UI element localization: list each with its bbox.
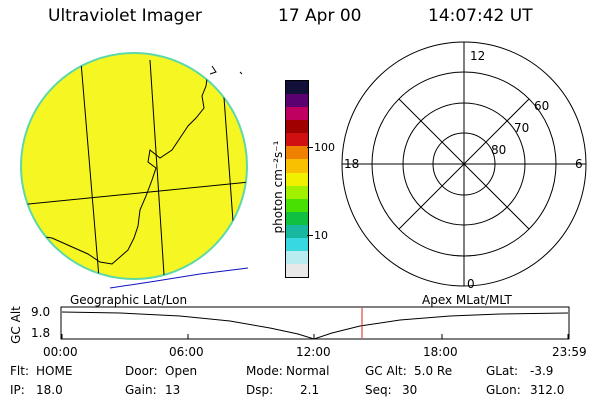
door-value: Open (165, 364, 198, 378)
timeline-left-label: Geographic Lat/Lon (70, 293, 188, 307)
mlat-label-60: 60 (534, 99, 549, 113)
colorbar-segment (286, 133, 308, 147)
gain-label: Gain: (125, 383, 157, 397)
mlt-label-18: 18 (344, 157, 359, 171)
colorbar-label-10: 10 (314, 229, 328, 242)
glat-label: GLat: (486, 364, 519, 378)
dsp-value: 2.1 (300, 383, 320, 397)
timeline-ytick-high: 9.0 (31, 305, 51, 319)
ip-value: 18.0 (36, 383, 63, 397)
horizon-line (109, 267, 249, 289)
timeline-frame (60, 306, 570, 340)
glon-label: GLon: (486, 383, 521, 397)
colorbar-segment (286, 159, 308, 173)
mode-value: Normal (286, 364, 330, 378)
timeline-ytick-low: 1.8 (31, 326, 51, 340)
timeline-xtick-label: 23:59 (552, 345, 587, 359)
colorbar-segment (286, 107, 308, 121)
mlat-label-70: 70 (514, 121, 529, 135)
timeline-right-label: Apex MLat/MLT (422, 293, 512, 307)
parallel-line (21, 181, 247, 206)
gc-alt-label: GC Alt: (365, 364, 407, 378)
dsp-label: Dsp: (246, 383, 274, 397)
colorbar-segment (286, 211, 308, 225)
colorbar-label-100: 100 (314, 141, 335, 154)
glat-value: -3.9 (530, 364, 554, 378)
gc-alt-value: 5.0 Re (414, 364, 453, 378)
colorbar-segment (286, 263, 308, 277)
mlt-label-12: 12 (470, 49, 485, 63)
colorbar-unit-label: photon cm⁻²s⁻¹ (271, 140, 285, 234)
altitude-timeline-plot (60, 306, 570, 340)
glon-value: 312.0 (530, 383, 565, 397)
date-label: 17 Apr 00 (278, 6, 362, 26)
colorbar-tick-low (307, 235, 313, 236)
meridian-line (79, 53, 101, 279)
meridian-line (149, 59, 166, 279)
timeline-xtick-label: 18:00 (423, 345, 458, 359)
globe-image (20, 52, 249, 289)
ip-label: IP: (10, 383, 25, 397)
globe-disk (20, 52, 248, 280)
colorbar-segment (286, 237, 308, 251)
seq-value: 30 (402, 383, 418, 397)
colorbar-segment (286, 172, 308, 186)
mlat-label-80: 80 (491, 143, 506, 157)
door-label: Door: (125, 364, 158, 378)
gain-value: 13 (165, 383, 181, 397)
colorbar-segment (286, 250, 308, 264)
colorbar-segment (286, 146, 308, 160)
seq-label: Seq: (365, 383, 392, 397)
mlt-label-0: 0 (467, 277, 475, 291)
polar-diagonal (398, 98, 530, 230)
coastline-fragment (239, 71, 243, 75)
colorbar-segment (286, 198, 308, 212)
time-label: 14:07:42 UT (428, 6, 533, 26)
colorbar-segment (286, 224, 308, 238)
flight-label: Flt: (10, 364, 29, 378)
coastline (29, 63, 216, 265)
mlt-label-6: 6 (575, 157, 583, 171)
colorbar-segment (286, 94, 308, 108)
coastline-fragment (209, 65, 217, 75)
timeline-axis-title: GC Alt (9, 306, 23, 344)
polar-plot: 12 18 6 0 60 70 80 (341, 41, 587, 291)
color-scale-bar (285, 80, 309, 278)
instrument-title: Ultraviolet Imager (48, 6, 202, 26)
colorbar-tick-high (307, 147, 313, 148)
timeline-xtick-label: 00:00 (43, 345, 78, 359)
colorbar-segment (286, 120, 308, 134)
timeline-xtick-label: 06:00 (169, 345, 204, 359)
colorbar-segment (286, 185, 308, 199)
mode-label: Mode: (246, 364, 283, 378)
flight-value: HOME (36, 364, 73, 378)
timeline-xtick-label: 12:00 (296, 345, 331, 359)
colorbar-segment (286, 81, 308, 95)
